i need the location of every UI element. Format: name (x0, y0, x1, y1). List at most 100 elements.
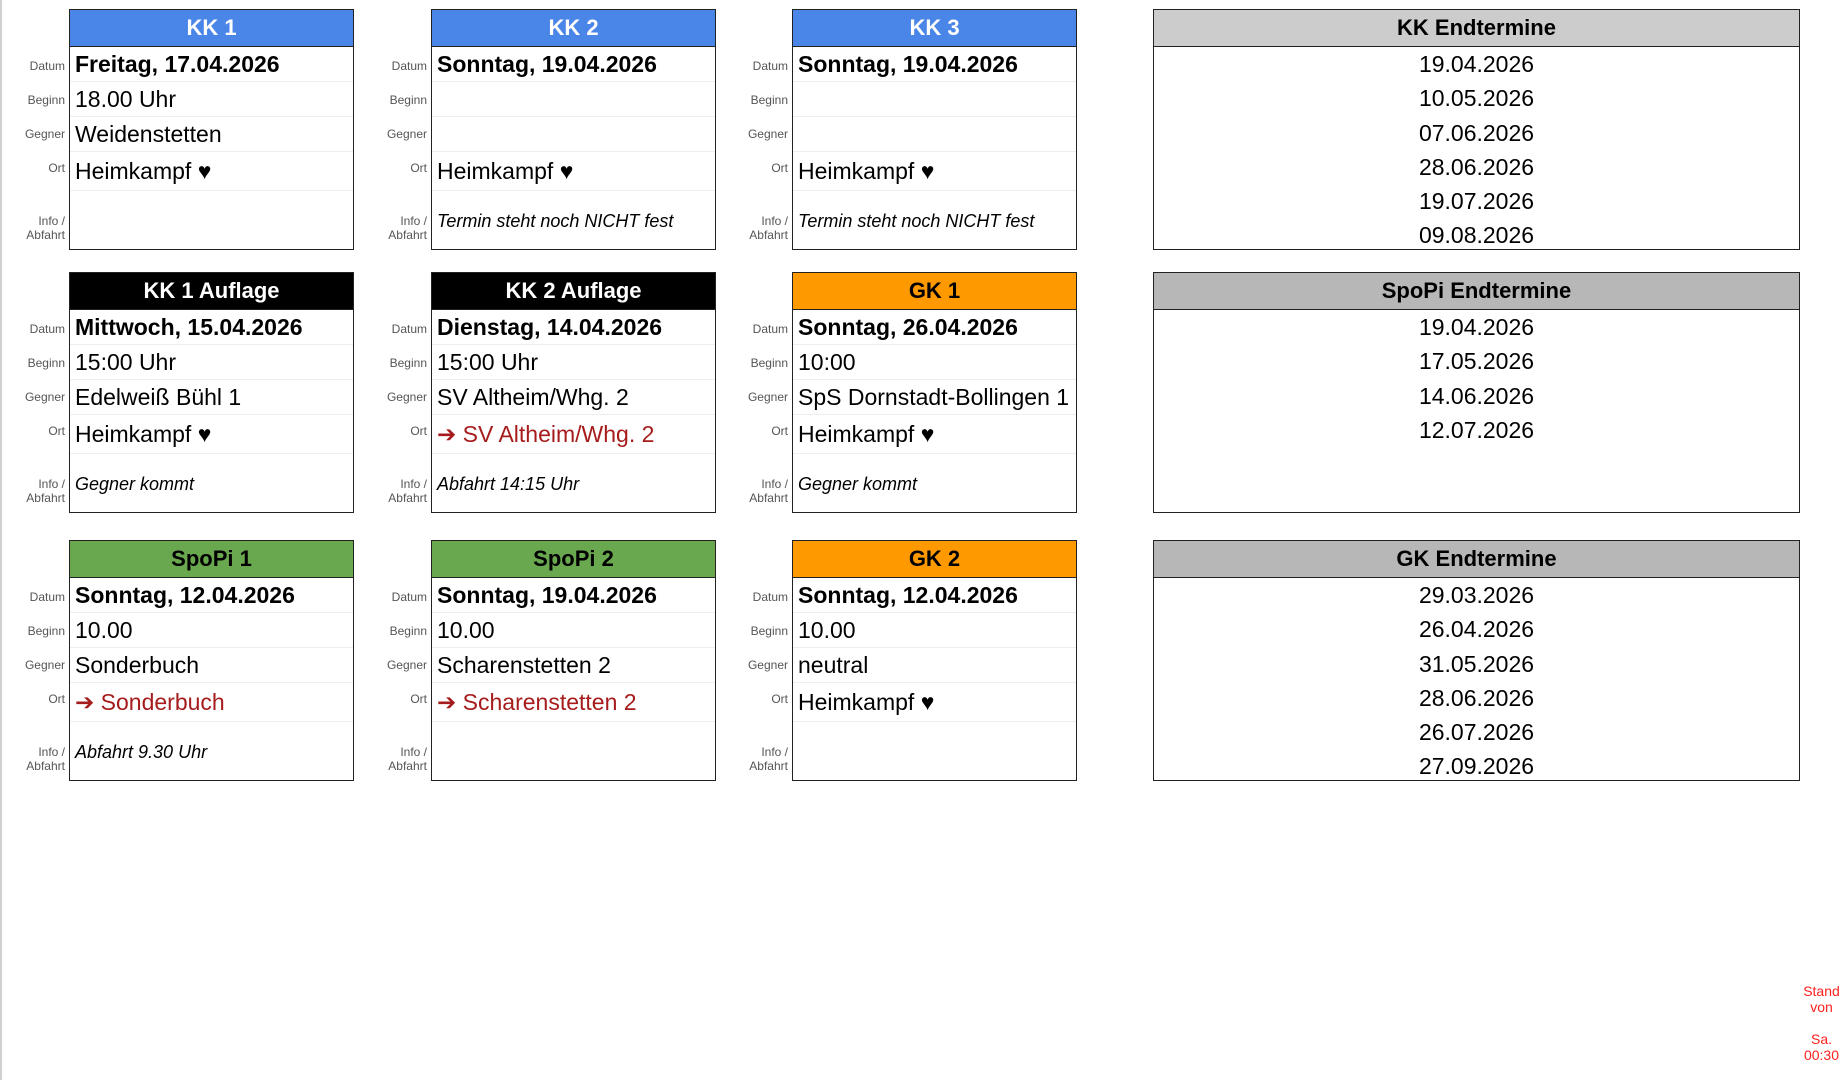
label-abfahrt: Abfahrt (749, 228, 788, 242)
label-ort: Ort (771, 424, 788, 438)
end-date: 19.04.2026 (1418, 51, 1535, 77)
end-date: 07.06.2026 (1418, 119, 1535, 146)
card-gk-2: GK 2 Sonntag, 12.04.2026 10.00 neutral Heimk… (792, 540, 1077, 781)
label-gegner: Gegner (386, 390, 427, 404)
label-gegner: Gegner (386, 127, 427, 141)
end-date: 14.06.2026 (1418, 382, 1535, 409)
end-date: 10.05.2026 (1418, 85, 1535, 112)
end-date: 28.06.2026 (1418, 684, 1535, 711)
card-title: KK 3 (793, 10, 1076, 47)
label-datum: Datum (391, 322, 427, 336)
info-value (793, 722, 1076, 782)
label-beginn: Beginn (27, 93, 65, 107)
label-info: Info / (761, 745, 788, 759)
stand-von: von (1810, 999, 1833, 1015)
opponent-value: Sonderbuch (70, 648, 353, 683)
end-date: 19.04.2026 (1418, 314, 1535, 340)
label-beginn: Beginn (750, 356, 788, 370)
row-labels: Datum Beginn Gegner Ort Info / Abfahrt (367, 540, 427, 781)
end-dates-kk: KK Endtermine 19.04.2026 10.05.2026 07.06.2… (1153, 9, 1800, 250)
label-info: Info / (38, 745, 65, 759)
label-abfahrt: Abfahrt (388, 759, 427, 773)
label-ort: Ort (410, 692, 427, 706)
label-info: Info / (761, 214, 788, 228)
card-kk-1-auflage: KK 1 Auflage Mittwoch, 15.04.2026 15:00 Uh… (69, 272, 354, 513)
location-value: ➔ SV Altheim/Whg. 2 (432, 415, 715, 454)
end-date: 12.07.2026 (1418, 416, 1535, 443)
start-time-value: 10:00 (793, 345, 1076, 380)
card-title: SpoPi 2 (432, 541, 715, 578)
card-title: GK 2 (793, 541, 1076, 578)
label-abfahrt: Abfahrt (749, 491, 788, 505)
label-ort: Ort (48, 424, 65, 438)
label-abfahrt: Abfahrt (388, 228, 427, 242)
row-labels: Datum Beginn Gegner Ort Info / Abfahrt (5, 540, 65, 781)
label-info: Info / (38, 477, 65, 491)
label-datum: Datum (752, 59, 788, 73)
location-value: Heimkampf ♥ (70, 152, 353, 191)
card-kk-1: KK 1 Freitag, 17.04.2026 18.00 Uhr Weidenst… (69, 9, 354, 250)
row-labels: Datum Beginn Gegner Ort Info / Abfahrt (728, 540, 788, 781)
start-time-value (432, 82, 715, 117)
info-value: Termin steht noch NICHT fest (437, 211, 674, 231)
stand-label: Stand (1803, 983, 1840, 999)
label-info: Info / (400, 745, 427, 759)
date-value: Sonntag, 19.04.2026 (432, 47, 715, 82)
date-value: Mittwoch, 15.04.2026 (70, 310, 353, 345)
end-dates-title: SpoPi Endtermine (1154, 273, 1799, 310)
start-time-value: 10.00 (70, 613, 353, 648)
opponent-value: Edelweiß Bühl 1 (70, 380, 353, 415)
card-spopi-1: SpoPi 1 Sonntag, 12.04.2026 10.00 Sonderbuc… (69, 540, 354, 781)
label-ort: Ort (48, 161, 65, 175)
label-gegner: Gegner (24, 390, 65, 404)
end-date: 28.06.2026 (1418, 153, 1535, 180)
label-gegner: Gegner (24, 127, 65, 141)
info-value: Gegner kommt (75, 474, 195, 494)
label-ort: Ort (410, 424, 427, 438)
info-value: Abfahrt 9.30 Uhr (75, 742, 208, 762)
stand-timestamp: Stand von Sa. 00:30 (1800, 983, 1843, 1063)
date-value: Sonntag, 26.04.2026 (793, 310, 1076, 345)
card-title: KK 2 (432, 10, 715, 47)
row-labels: Datum Beginn Gegner Ort Info / Abfahrt (728, 9, 788, 250)
date-value: Sonntag, 12.04.2026 (793, 578, 1076, 613)
label-beginn: Beginn (27, 356, 65, 370)
end-dates-gk: GK Endtermine 29.03.2026 26.04.2026 31.05.2… (1153, 540, 1800, 781)
end-date: 26.07.2026 (1418, 719, 1535, 746)
end-dates-title: KK Endtermine (1154, 10, 1799, 47)
label-ort: Ort (771, 161, 788, 175)
row-labels: Datum Beginn Gegner Ort Info / Abfahrt (367, 272, 427, 513)
label-beginn: Beginn (389, 93, 427, 107)
label-datum: Datum (29, 590, 65, 604)
label-info: Info / (761, 477, 788, 491)
date-value: Freitag, 17.04.2026 (70, 47, 353, 82)
stand-time: 00:30 (1803, 1047, 1840, 1063)
label-datum: Datum (752, 590, 788, 604)
left-border (0, 0, 2, 1080)
start-time-value: 15:00 Uhr (70, 345, 353, 380)
row-labels: Datum Beginn Gegner Ort Info / Abfahrt (5, 272, 65, 513)
location-value: Heimkampf ♥ (793, 683, 1076, 722)
label-beginn: Beginn (389, 356, 427, 370)
opponent-value: SV Altheim/Whg. 2 (432, 380, 715, 415)
label-gegner: Gegner (747, 127, 788, 141)
row-labels: Datum Beginn Gegner Ort Info / Abfahrt (728, 272, 788, 513)
date-value: Dienstag, 14.04.2026 (432, 310, 715, 345)
card-title: GK 1 (793, 273, 1076, 310)
label-beginn: Beginn (389, 624, 427, 638)
location-value: Heimkampf ♥ (70, 415, 353, 454)
label-abfahrt: Abfahrt (749, 759, 788, 773)
card-gk-1: GK 1 Sonntag, 26.04.2026 10:00 SpS Dornstad… (792, 272, 1077, 513)
label-datum: Datum (391, 59, 427, 73)
location-value: ➔ Scharenstetten 2 (432, 683, 715, 722)
card-title: KK 1 Auflage (70, 273, 353, 310)
opponent-value: Weidenstetten (70, 117, 353, 152)
opponent-value: SpS Dornstadt-Bollingen 1 (793, 380, 1076, 415)
opponent-value (793, 117, 1076, 152)
card-spopi-2: SpoPi 2 Sonntag, 19.04.2026 10.00 Scharenst… (431, 540, 716, 781)
info-value: Termin steht noch NICHT fest (798, 211, 1035, 231)
label-abfahrt: Abfahrt (388, 491, 427, 505)
end-date: 17.05.2026 (1418, 348, 1535, 375)
label-info: Info / (400, 214, 427, 228)
location-value: Heimkampf ♥ (793, 415, 1076, 454)
